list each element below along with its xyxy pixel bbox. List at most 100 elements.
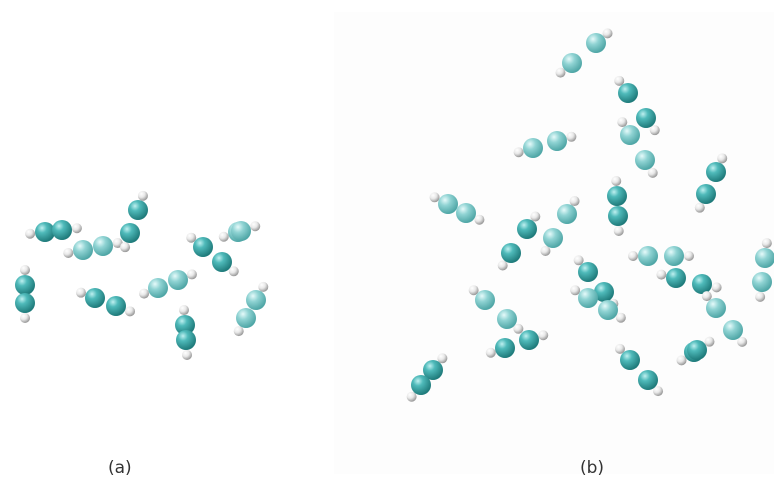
hydrogen-atom [648, 168, 658, 178]
hydrogen-atom [179, 305, 189, 315]
carbon-atom [52, 220, 72, 240]
hydrogen-atom [628, 251, 638, 261]
carbon-atom [706, 298, 726, 318]
carbon-atom [598, 300, 618, 320]
hydrogen-atom [617, 117, 627, 127]
carbon-atom [706, 162, 726, 182]
hydrogen-atom [755, 292, 765, 302]
caption: (b) [580, 458, 604, 478]
hydrogen-atom [187, 269, 197, 279]
carbon-atom [231, 221, 251, 241]
carbon-atom [687, 340, 707, 360]
hydrogen-atom [702, 291, 712, 301]
carbon-atom [15, 275, 35, 295]
carbon-atom [557, 204, 577, 224]
hydrogen-atom [704, 337, 714, 347]
hydrogen-atom [717, 153, 727, 163]
carbon-atom [620, 125, 640, 145]
carbon-atom [517, 219, 537, 239]
carbon-atom [148, 278, 168, 298]
hydrogen-atom [695, 203, 705, 213]
hydrogen-atom [615, 344, 625, 354]
hydrogen-atom [514, 147, 524, 157]
carbon-atom [664, 246, 684, 266]
hydrogen-atom [712, 282, 722, 292]
carbon-atom [106, 296, 126, 316]
carbon-atom [495, 338, 515, 358]
hydrogen-atom [555, 68, 565, 78]
carbon-atom [586, 33, 606, 53]
carbon-atom [723, 320, 743, 340]
carbon-atom [607, 186, 627, 206]
carbon-atom [246, 290, 266, 310]
hydrogen-atom [76, 288, 86, 298]
carbon-atom [497, 309, 517, 329]
carbon-atom [620, 350, 640, 370]
carbon-atom [475, 290, 495, 310]
carbon-atom [666, 268, 686, 288]
hydrogen-atom [72, 223, 82, 233]
hydrogen-atom [407, 392, 417, 402]
carbon-atom [547, 131, 567, 151]
carbon-atom [501, 243, 521, 263]
carbon-atom [128, 200, 148, 220]
carbon-atom [618, 83, 638, 103]
hydrogen-atom [614, 226, 624, 236]
carbon-atom [93, 236, 113, 256]
carbon-atom [456, 203, 476, 223]
hydrogen-atom [762, 238, 772, 248]
hydrogen-atom [474, 215, 484, 225]
carbon-atom [236, 308, 256, 328]
hydrogen-atom [120, 242, 130, 252]
hydrogen-atom [219, 232, 229, 242]
hydrogen-atom [498, 260, 508, 270]
hydrogen-atom [437, 353, 447, 363]
hydrogen-atom [63, 248, 73, 258]
hydrogen-atom [125, 306, 135, 316]
hydrogen-atom [138, 191, 148, 201]
molecule-rendering [0, 0, 774, 487]
hydrogen-atom [611, 176, 621, 186]
hydrogen-atom [616, 313, 626, 323]
carbon-atom [411, 375, 431, 395]
hydrogen-atom [513, 324, 523, 334]
hydrogen-atom [540, 246, 550, 256]
hydrogen-atom [469, 285, 479, 295]
carbon-atom [636, 108, 656, 128]
carbon-atom [638, 246, 658, 266]
hydrogen-atom [570, 196, 580, 206]
hydrogen-atom [574, 255, 584, 265]
figure: (a) (b) [0, 0, 774, 487]
hydrogen-atom [186, 233, 196, 243]
carbon-atom [35, 222, 55, 242]
carbon-atom [608, 206, 628, 226]
hydrogen-atom [486, 348, 496, 358]
carbon-atom [120, 223, 140, 243]
hydrogen-atom [677, 355, 687, 365]
carbon-atom [193, 237, 213, 257]
carbon-atom [168, 270, 188, 290]
carbon-atom [85, 288, 105, 308]
carbon-atom [638, 370, 658, 390]
carbon-atom [543, 228, 563, 248]
carbon-atom [15, 293, 35, 313]
hydrogen-atom [566, 132, 576, 142]
carbon-atom [692, 274, 712, 294]
carbon-atom [176, 330, 196, 350]
hydrogen-atom [570, 285, 580, 295]
carbon-atom [523, 138, 543, 158]
hydrogen-atom [250, 221, 260, 231]
hydrogen-atom [538, 330, 548, 340]
carbon-atom [635, 150, 655, 170]
caption: (a) [108, 458, 132, 478]
hydrogen-atom [258, 282, 268, 292]
hydrogen-atom [25, 229, 35, 239]
hydrogen-atom [737, 337, 747, 347]
carbon-atom [578, 288, 598, 308]
hydrogen-atom [614, 76, 624, 86]
hydrogen-atom [182, 350, 192, 360]
hydrogen-atom [229, 266, 239, 276]
hydrogen-atom [684, 251, 694, 261]
hydrogen-atom [653, 386, 663, 396]
carbon-atom [438, 194, 458, 214]
